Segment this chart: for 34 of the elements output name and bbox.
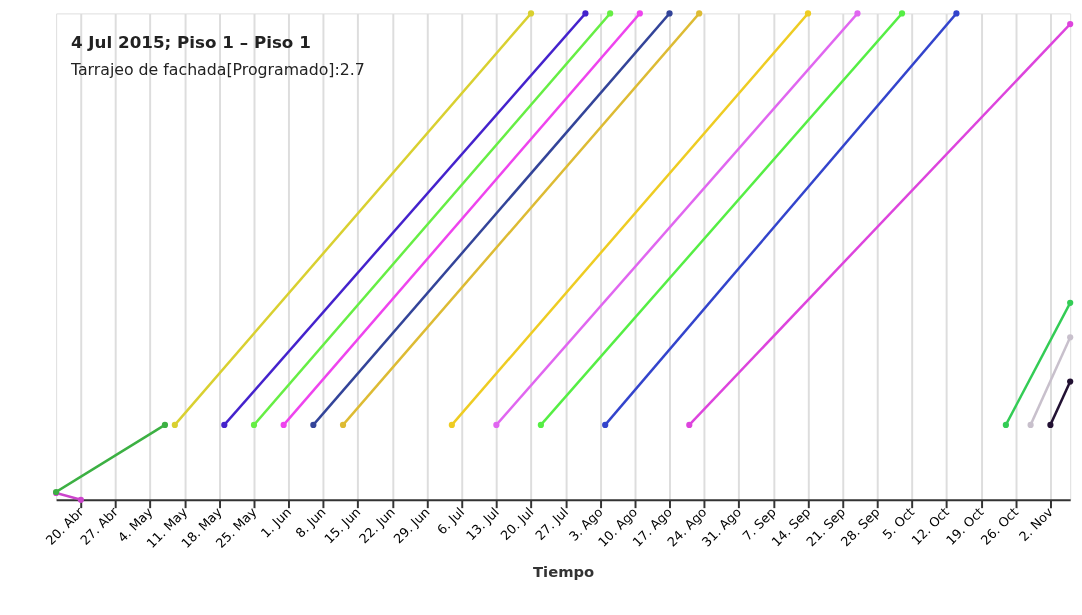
point (854, 10, 861, 17)
point (493, 421, 500, 428)
point (280, 421, 287, 428)
point (1027, 421, 1034, 428)
point (1067, 21, 1074, 28)
point (250, 421, 258, 428)
point (77, 496, 84, 503)
x-tick-label: 1. Jun (257, 504, 295, 541)
point (686, 421, 693, 428)
point (636, 10, 643, 17)
point (527, 10, 535, 17)
x-axis-title: Tiempo (533, 562, 595, 580)
point (804, 10, 812, 17)
point (666, 10, 673, 17)
annotation: 4 Jul 2015; Piso 1 – Piso 1 (70, 31, 311, 52)
point (1002, 421, 1009, 428)
point (696, 10, 703, 17)
point (448, 421, 455, 428)
point (602, 421, 609, 428)
point (171, 421, 178, 428)
point (1047, 421, 1054, 428)
annotation: Tarrajeo de fachada[Programado]:2.7 (69, 60, 365, 80)
point (898, 10, 906, 17)
point (582, 10, 589, 17)
point (221, 421, 228, 428)
point (339, 421, 347, 428)
point (953, 10, 960, 17)
point (607, 10, 614, 17)
point (1067, 334, 1074, 341)
point (161, 421, 169, 428)
point (310, 421, 317, 428)
point (537, 421, 545, 428)
point (1067, 299, 1074, 306)
point (1067, 378, 1074, 385)
